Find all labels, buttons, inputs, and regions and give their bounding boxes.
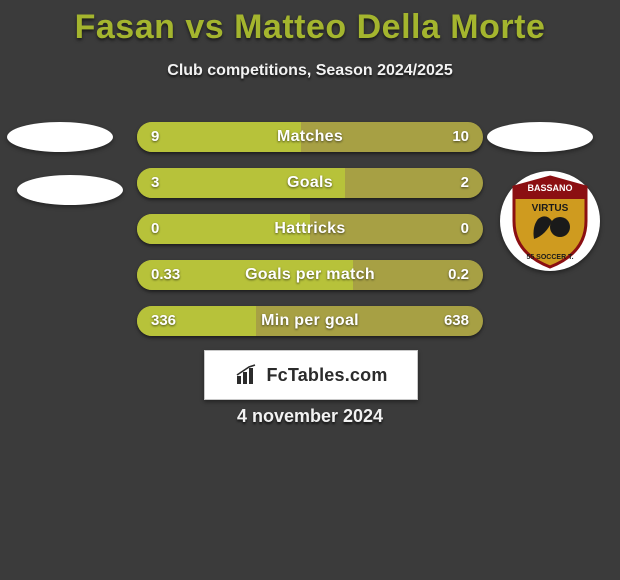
team-right-badge-1: [487, 122, 593, 152]
stat-row-goals-per-match: 0.33 Goals per match 0.2: [137, 260, 483, 290]
stat-label: Min per goal: [137, 306, 483, 336]
stats-bars: 9 Matches 10 3 Goals 2 0 Hattricks 0 0.3…: [137, 122, 483, 352]
stat-right-value: 0.2: [448, 260, 469, 290]
stat-row-hattricks: 0 Hattricks 0: [137, 214, 483, 244]
team-right-crest: BASSANO VIRTUS 55 SOCCER T.: [500, 171, 600, 271]
date-label: 4 november 2024: [0, 406, 620, 427]
crest-line3: 55 SOCCER T.: [526, 254, 573, 261]
stat-right-value: 638: [444, 306, 469, 336]
stat-label: Matches: [137, 122, 483, 152]
crest-line1: BASSANO: [527, 183, 572, 193]
bassano-crest-icon: BASSANO VIRTUS 55 SOCCER T.: [500, 171, 600, 271]
stat-right-value: 0: [461, 214, 469, 244]
fctables-watermark: FcTables.com: [204, 350, 418, 400]
stat-label: Goals per match: [137, 260, 483, 290]
fctables-label: FcTables.com: [266, 365, 387, 386]
stat-row-goals: 3 Goals 2: [137, 168, 483, 198]
stat-label: Hattricks: [137, 214, 483, 244]
stat-row-min-per-goal: 336 Min per goal 638: [137, 306, 483, 336]
team-left-badge-1: [7, 122, 113, 152]
comparison-card: Fasan vs Matteo Della Morte Club competi…: [0, 0, 620, 580]
stat-right-value: 10: [452, 122, 469, 152]
stat-label: Goals: [137, 168, 483, 198]
stat-row-matches: 9 Matches 10: [137, 122, 483, 152]
stat-right-value: 2: [461, 168, 469, 198]
bar-chart-icon: [234, 362, 260, 388]
crest-line2: VIRTUS: [532, 203, 569, 214]
team-left-badge-2: [17, 175, 123, 205]
subtitle: Club competitions, Season 2024/2025: [0, 62, 620, 80]
page-title: Fasan vs Matteo Della Morte: [0, 8, 620, 47]
